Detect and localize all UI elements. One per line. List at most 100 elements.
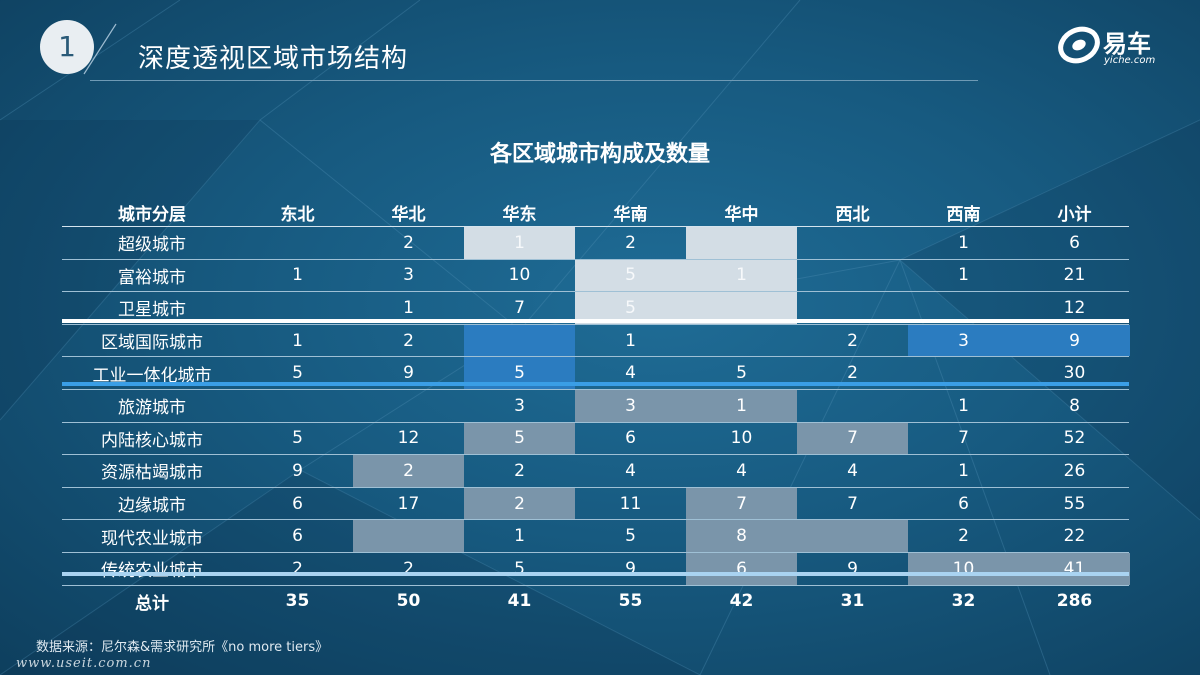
table-cell: 32: [951, 591, 976, 612]
table-cell: 26: [1063, 460, 1086, 481]
table-cell: 10: [730, 428, 753, 449]
table-cell: 4: [847, 460, 858, 481]
table-cell: 1: [958, 395, 969, 416]
table-header-row: 城市分层 东北 华北 华东 华南 华中 西北 西南 小计: [62, 198, 1129, 227]
row-label: 卫星城市: [118, 300, 186, 321]
table-cell: 2: [958, 526, 969, 547]
slash-decoration: [83, 23, 117, 75]
table-row: 边缘城市 6 17 2 11 7 7 6 55: [62, 487, 1129, 521]
table-cell: 9: [1019, 324, 1130, 357]
table-row: 资源枯竭城市 9 2 2 4 4 4 1 26: [62, 455, 1129, 488]
table-cell: 5: [292, 363, 303, 384]
table-cell: 4: [625, 363, 636, 384]
row-label: 资源枯竭城市: [101, 463, 203, 484]
column-header: 西南: [946, 204, 981, 225]
table-cell: 1: [686, 389, 797, 422]
table-cell: [797, 520, 908, 552]
row-label: 传统农业城市: [62, 553, 242, 585]
row-label: 内陆核心城市: [101, 430, 203, 451]
table-cell: 10: [508, 265, 531, 286]
table-cell: 1: [958, 232, 969, 253]
table-cell: [353, 520, 464, 552]
table-cell: 12: [1063, 297, 1086, 318]
table-cell: 7: [797, 422, 908, 455]
table-cell: 3: [908, 324, 1019, 357]
table-cell: [797, 227, 908, 259]
header-divider: [90, 80, 978, 81]
table-cell: 5: [575, 259, 686, 292]
table-cell: 2: [353, 455, 464, 487]
row-label: 现代农业城市: [101, 528, 203, 549]
table-cell: 8: [1069, 395, 1080, 416]
table-cell: 5: [292, 428, 303, 449]
yiche-logo[interactable]: 易车 yiche.com: [1058, 20, 1178, 72]
row-label: 超级城市: [118, 235, 186, 256]
table-cell: 9: [403, 363, 414, 384]
table-cell: 7: [514, 297, 525, 318]
table-row: 卫星城市 1 7 5 12: [62, 292, 1129, 325]
table-cell: 1: [514, 526, 525, 547]
table-cell: 3: [403, 265, 414, 286]
table-cell: 1: [292, 330, 303, 351]
table-cell: 7: [686, 487, 797, 520]
table-cell: 42: [729, 591, 754, 612]
table-cell: 22: [1063, 526, 1086, 547]
row-label: 富裕城市: [118, 267, 186, 288]
group-separator-blue: [62, 382, 1129, 386]
table-cell: 2: [403, 232, 414, 253]
table-cell: 8: [686, 520, 797, 552]
table-cell: 5: [514, 558, 525, 579]
table-cell: 2: [403, 330, 414, 351]
table-row: 内陆核心城市 5 12 5 6 10 7 7 52: [62, 422, 1129, 456]
table-row: 区域国际城市 1 2 1 2 3 9: [62, 324, 1130, 358]
slide-number-badge: 1: [40, 20, 94, 74]
table-cell: 7: [847, 493, 858, 514]
column-header: 城市分层: [118, 204, 186, 225]
table-cell: [242, 227, 353, 259]
table-cell: 4: [625, 460, 636, 481]
table-cell: 12: [397, 428, 420, 449]
table-cell: [686, 325, 797, 357]
table-cell: 5: [464, 422, 575, 455]
table-row: 现代农业城市 6 1 5 8 2 22: [62, 520, 1129, 553]
table-cell: 41: [507, 591, 532, 612]
table-cell: 2: [403, 558, 414, 579]
column-header: 东北: [280, 204, 315, 225]
table-cell: 9: [292, 460, 303, 481]
table-cell: 2: [625, 232, 636, 253]
table-cell: 2: [847, 363, 858, 384]
table-cell: 17: [397, 493, 420, 514]
table-cell: 1: [464, 227, 575, 259]
column-header: 小计: [1057, 204, 1092, 225]
row-label: 区域国际城市: [101, 333, 203, 354]
table-cell: 6: [625, 428, 636, 449]
table-cell: 286: [1056, 591, 1093, 612]
table-cell: 55: [618, 591, 643, 612]
table-cell: [686, 227, 797, 259]
table-cell: 6: [292, 526, 303, 547]
table-cell: [797, 260, 908, 292]
table-cell: 6: [1069, 232, 1080, 253]
table-cell: 21: [1063, 265, 1086, 286]
table-cell: [686, 292, 797, 324]
table-cell: [242, 390, 353, 422]
group-separator-white: [62, 318, 1129, 323]
table-cell: 5: [625, 526, 636, 547]
table-cell: 1: [403, 297, 414, 318]
table-cell: 2: [514, 460, 525, 481]
column-header: 华中: [724, 204, 759, 225]
watermark: www.useit.com.cn: [16, 656, 152, 671]
table-row: 富裕城市 1 3 10 5 1 1 21: [62, 259, 1129, 293]
table-cell: 1: [292, 265, 303, 286]
table-cell: 4: [736, 460, 747, 481]
table-cell: 2: [847, 330, 858, 351]
table-cell: [797, 390, 908, 422]
table-cell: [353, 390, 464, 422]
table-cell: 2: [292, 558, 303, 579]
total-separator: [62, 571, 1129, 576]
table-cell: 6: [686, 552, 797, 585]
table-cell: 3: [575, 389, 686, 422]
table-cell: 7: [958, 428, 969, 449]
table-cell: 5: [575, 292, 686, 324]
